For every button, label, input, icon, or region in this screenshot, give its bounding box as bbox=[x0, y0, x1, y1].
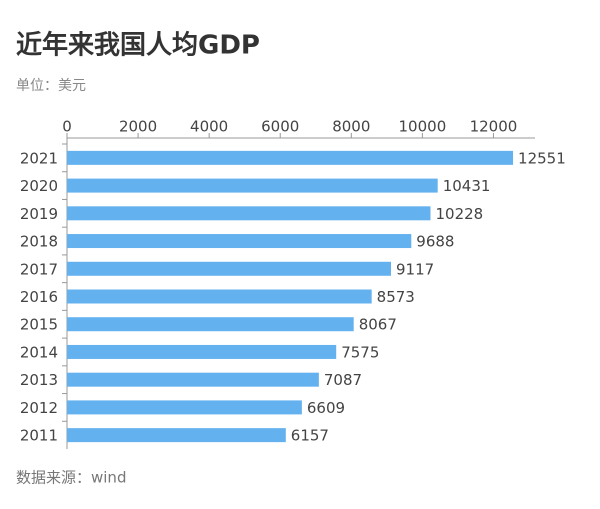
y-tick-label: 2011 bbox=[20, 427, 58, 445]
bar bbox=[67, 261, 392, 276]
data-label: 6609 bbox=[307, 399, 345, 417]
bar bbox=[67, 289, 372, 304]
x-tick-label: 2000 bbox=[119, 118, 157, 136]
data-label: 8573 bbox=[377, 288, 415, 306]
data-label: 8067 bbox=[359, 316, 397, 334]
data-label: 7087 bbox=[324, 371, 362, 389]
data-label: 10431 bbox=[443, 177, 491, 195]
x-tick-label: 4000 bbox=[190, 118, 228, 136]
x-tick-label: 6000 bbox=[261, 118, 299, 136]
chart-title: 近年来我国人均GDP bbox=[16, 30, 260, 61]
data-label: 9688 bbox=[416, 233, 454, 251]
y-tick-label: 2018 bbox=[20, 233, 58, 251]
bar bbox=[67, 150, 514, 165]
data-label: 9117 bbox=[396, 260, 434, 278]
data-label: 10228 bbox=[435, 205, 483, 223]
y-tick-label: 2013 bbox=[20, 371, 58, 389]
bar bbox=[67, 400, 302, 415]
x-tick-label: 8000 bbox=[332, 118, 370, 136]
bar bbox=[67, 178, 438, 193]
y-tick-label: 2017 bbox=[20, 260, 58, 278]
data-label: 12551 bbox=[518, 149, 566, 167]
y-tick-label: 2016 bbox=[20, 288, 58, 306]
y-tick-label: 2012 bbox=[20, 399, 58, 417]
bar bbox=[67, 344, 337, 359]
y-tick-label: 2021 bbox=[20, 149, 58, 167]
bar bbox=[67, 428, 286, 443]
y-tick-label: 2014 bbox=[20, 343, 58, 361]
data-label: 7575 bbox=[341, 343, 379, 361]
x-tick-label: 0 bbox=[62, 118, 72, 136]
y-tick-label: 2020 bbox=[20, 177, 58, 195]
bar bbox=[67, 234, 412, 249]
chart-subtitle: 单位：美元 bbox=[16, 78, 86, 94]
y-tick-label: 2015 bbox=[20, 316, 58, 334]
bar bbox=[67, 372, 319, 387]
bar bbox=[67, 206, 431, 221]
y-tick-label: 2019 bbox=[20, 205, 58, 223]
x-tick-label: 12000 bbox=[470, 118, 518, 136]
data-label: 6157 bbox=[291, 427, 329, 445]
source-note: 数据来源：wind bbox=[16, 469, 126, 487]
bar bbox=[67, 317, 354, 332]
x-tick-label: 10000 bbox=[399, 118, 447, 136]
